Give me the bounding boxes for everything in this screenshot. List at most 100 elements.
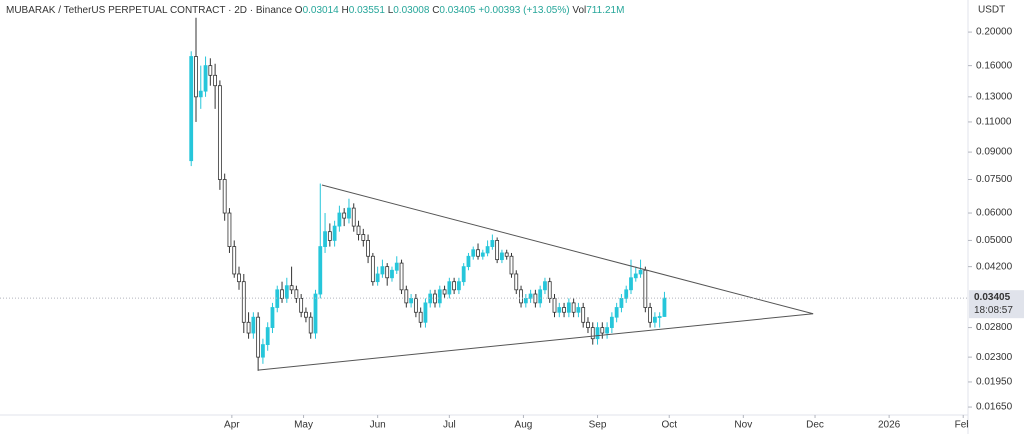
candle-body	[490, 240, 495, 247]
candle-body	[313, 293, 318, 334]
candle-body	[370, 255, 375, 283]
x-tick-label: Sep	[589, 420, 607, 431]
candle-body	[404, 289, 409, 304]
candle-body	[461, 266, 466, 283]
y-tick-label: 0.05000	[976, 235, 1013, 246]
candle-body	[652, 316, 657, 323]
candle-body	[500, 252, 504, 261]
x-tick-label: May	[294, 420, 313, 431]
candle-body	[380, 266, 385, 275]
candle-body	[619, 297, 624, 308]
candle-body	[466, 255, 471, 268]
candle-body	[566, 302, 571, 313]
candle-body	[533, 293, 538, 304]
candle-body	[638, 269, 643, 275]
x-tick-label: Oct	[661, 420, 677, 431]
countdown: 18:08:57	[974, 305, 1013, 316]
change: +0.00393	[478, 5, 520, 16]
ohlc-label: C	[432, 5, 439, 16]
candle-body	[213, 74, 218, 87]
y-tick-label: 0.09000	[976, 147, 1013, 158]
candle-body	[495, 240, 500, 261]
candle-body	[232, 246, 237, 275]
candle-body	[629, 277, 633, 291]
candle-body	[519, 289, 523, 304]
candle-body	[609, 316, 614, 328]
y-tick-label: 0.16000	[976, 60, 1013, 71]
candle-body	[275, 289, 280, 308]
candle-body	[270, 307, 275, 328]
y-tick-label: 0.13000	[976, 91, 1013, 102]
y-tick-label: 0.04200	[976, 261, 1013, 272]
plot	[0, 17, 968, 371]
candle-body	[217, 85, 222, 180]
x-tick-label: Apr	[224, 420, 240, 431]
price-axis: 0.20000 0.16000 0.13000 0.11000 0.09000 0.075…	[968, 5, 1024, 413]
candle-body	[390, 269, 394, 279]
ohlc-label: O	[295, 5, 303, 16]
candle-body	[227, 212, 232, 247]
candle-body	[284, 285, 289, 299]
candle-body	[256, 316, 261, 358]
candle-body	[480, 252, 485, 257]
candle-body	[437, 289, 442, 304]
x-tick-label: Aug	[515, 420, 533, 431]
candle-body	[304, 311, 308, 318]
candle-body	[447, 281, 452, 295]
candle-body	[418, 311, 423, 323]
candle-body	[356, 225, 361, 235]
candle-body	[624, 289, 629, 299]
candle-body	[614, 307, 619, 318]
candle-body	[394, 262, 399, 271]
candle-body	[538, 289, 543, 304]
x-tick-label: Dec	[806, 420, 824, 431]
ohlc-value: 0.03551	[349, 5, 386, 16]
price-label-bg	[969, 290, 1024, 319]
candle-body	[457, 281, 461, 291]
candle-body	[327, 231, 332, 241]
y-tick-label: 0.02300	[976, 352, 1013, 363]
y-tick-label: 0.07500	[976, 174, 1013, 185]
candle-body	[375, 273, 380, 283]
ohlc-label: H	[342, 5, 349, 16]
candle-body	[605, 327, 609, 334]
candle-body	[504, 252, 509, 257]
candle-body	[581, 307, 586, 323]
candle-body	[323, 231, 327, 247]
candle-body	[452, 281, 457, 291]
trendline	[257, 313, 814, 371]
candle-body	[361, 234, 366, 241]
candle-body	[576, 307, 581, 313]
candle-body	[648, 307, 653, 323]
candle-body	[189, 56, 194, 162]
header-text: MUBARAK / TetherUS PERPETUAL CONTRACT · …	[6, 5, 624, 16]
candle-body	[208, 65, 213, 76]
candle-body	[633, 273, 638, 279]
candle-body	[485, 246, 490, 254]
price-label: 0.03405	[974, 292, 1011, 303]
candle-body	[351, 207, 356, 227]
candle-body	[586, 321, 590, 328]
candle-body	[294, 289, 299, 299]
candle-body	[261, 344, 265, 358]
candle-body	[428, 293, 433, 304]
candle-body	[571, 302, 576, 313]
candle-body	[413, 297, 418, 313]
y-tick-label: 0.20000	[976, 27, 1013, 38]
candle-body	[198, 90, 203, 98]
candle-body	[423, 302, 428, 323]
candle-body	[265, 327, 270, 346]
candle-body	[222, 179, 227, 214]
candle-body	[237, 273, 241, 283]
symbol-title: MUBARAK / TetherUS PERPETUAL CONTRACT · …	[6, 5, 292, 16]
candle-body	[543, 281, 547, 291]
y-tick-label: 0.01950	[976, 377, 1013, 388]
candle-body	[662, 297, 667, 317]
candle-body	[595, 327, 600, 340]
y-tick-label: 0.02800	[976, 322, 1013, 333]
ohlc-value: 0.03014	[303, 5, 340, 16]
candle-body	[347, 207, 351, 219]
y-tick-label: 0.11000	[976, 117, 1012, 128]
ohlc-label: L	[388, 5, 394, 16]
